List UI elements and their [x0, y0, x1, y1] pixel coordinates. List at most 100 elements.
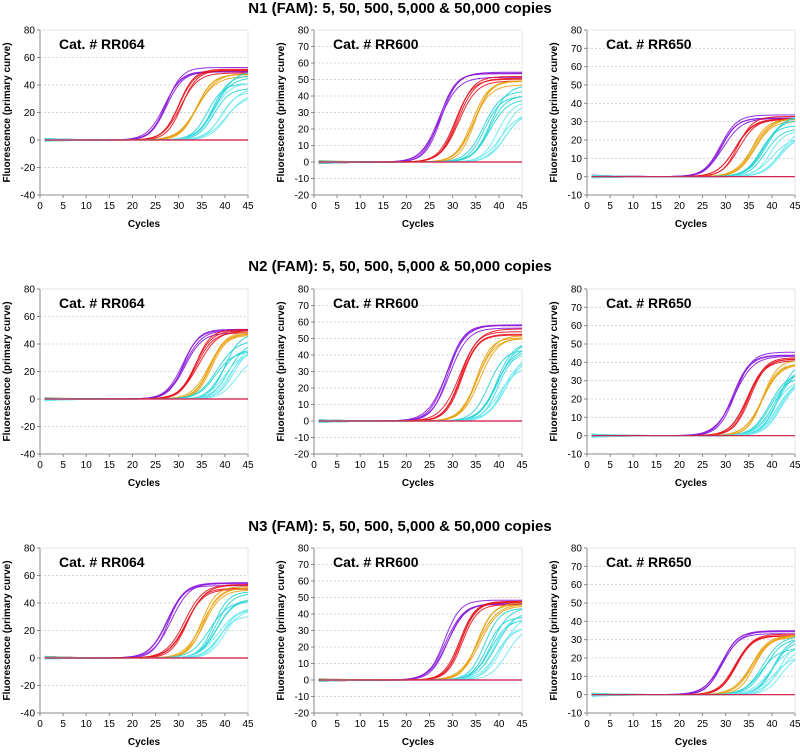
chart-2-0: -40 -20 0 20 40 60 80 0 5 10 15 20 25 30 35 40 45 Cycles F…: [2, 544, 254, 749]
series-50-copies: [44, 336, 249, 402]
y-tick-label: -10: [568, 191, 583, 202]
series-500-copies: [591, 118, 796, 178]
y-tick-label: 0: [303, 676, 309, 687]
y-tick-label: 10: [298, 141, 310, 152]
x-tick-label: 30: [720, 201, 732, 212]
x-tick-label: 15: [378, 201, 390, 212]
x-axis-label: Cycles: [675, 737, 708, 748]
amplification-curve: [44, 328, 248, 400]
x-tick-label: 40: [219, 201, 231, 212]
x-tick-label: 25: [697, 460, 709, 471]
y-tick-label: 40: [298, 92, 310, 103]
y-tick-label: 0: [29, 654, 35, 665]
chart-title: Cat. # RR600: [333, 554, 419, 570]
x-tick-label: 40: [493, 460, 505, 471]
series-500-copies: [318, 602, 523, 682]
y-tick-label: 50: [298, 334, 310, 345]
y-tick-label: 0: [576, 431, 582, 442]
amplification-curve: [591, 119, 795, 178]
x-tick-label: 20: [127, 719, 139, 730]
y-tick-label: 30: [298, 108, 310, 119]
y-tick-label: 40: [571, 617, 583, 628]
x-tick-label: 5: [60, 460, 66, 471]
x-tick-label: 45: [789, 460, 800, 471]
y-tick-label: 20: [24, 626, 36, 637]
amplification-curve: [44, 71, 248, 141]
x-tick-label: 35: [470, 460, 482, 471]
amplification-curve: [318, 324, 522, 422]
y-axis-label: Fluorescence (primary curve): [549, 560, 560, 700]
row-title-n2: N2 (FAM): 5, 50, 500, 5,000 & 50,000 cop…: [248, 258, 552, 275]
y-tick-label: 60: [571, 321, 583, 332]
row-title-n3: N3 (FAM): 5, 50, 500, 5,000 & 50,000 cop…: [248, 518, 552, 535]
x-tick-label: 40: [219, 460, 231, 471]
amplification-curve: [591, 649, 796, 697]
y-tick-label: 80: [298, 285, 310, 296]
x-axis-label: Cycles: [128, 478, 161, 489]
x-tick-label: 10: [355, 201, 367, 212]
y-tick-label: 70: [571, 303, 583, 314]
amplification-curve: [318, 71, 522, 164]
x-tick-label: 30: [720, 719, 732, 730]
x-tick-label: 0: [37, 719, 43, 730]
x-tick-label: 25: [424, 460, 436, 471]
y-tick-label: 50: [298, 593, 310, 604]
y-tick-label: 80: [571, 26, 583, 37]
x-tick-label: 20: [674, 201, 686, 212]
y-tick-label: 40: [571, 99, 583, 110]
y-tick-label: -10: [295, 174, 310, 185]
series-5000-copies: [318, 328, 522, 422]
x-tick-label: 25: [150, 719, 162, 730]
x-tick-label: 45: [516, 719, 528, 730]
amplification-curve: [591, 364, 796, 437]
x-tick-label: 10: [81, 201, 93, 212]
x-tick-label: 10: [355, 719, 367, 730]
x-tick-label: 40: [766, 201, 778, 212]
amplification-curve: [318, 604, 522, 682]
y-tick-label: 60: [24, 53, 36, 64]
amplification-curve: [318, 361, 523, 424]
y-tick-label: 40: [24, 599, 36, 610]
y-axis-label: Fluorescence (primary curve): [549, 301, 560, 441]
y-tick-label: -10: [568, 709, 583, 720]
y-tick-label: 30: [298, 367, 310, 378]
chart-0-1: -20 -10 0 10 20 30 40 50 60 70 80 0 5 10 15 20 25 30 35 40 4…: [276, 26, 528, 231]
amplification-curve: [44, 329, 249, 400]
y-tick-label: -10: [295, 692, 310, 703]
x-tick-label: 10: [81, 719, 93, 730]
y-tick-label: -40: [21, 709, 36, 720]
x-tick-label: 5: [60, 719, 66, 730]
y-tick-label: 70: [298, 42, 310, 53]
x-tick-label: 20: [127, 460, 139, 471]
y-tick-label: 60: [24, 312, 36, 323]
y-tick-label: 30: [571, 376, 583, 387]
row-title-n1: N1 (FAM): 5, 50, 500, 5,000 & 50,000 cop…: [248, 0, 552, 17]
y-tick-label: -20: [21, 422, 36, 433]
x-tick-label: 45: [789, 201, 800, 212]
y-axis-label: Fluorescence (primary curve): [2, 42, 13, 182]
x-tick-label: 35: [196, 719, 208, 730]
y-tick-label: 40: [571, 358, 583, 369]
amplification-curve: [318, 328, 522, 422]
amplification-curve: [591, 653, 796, 697]
y-tick-label: 80: [24, 285, 36, 296]
amplification-curve: [591, 118, 796, 178]
series-50000-copies: [318, 599, 522, 683]
x-tick-label: 25: [150, 201, 162, 212]
x-axis-label: Cycles: [128, 737, 161, 748]
x-tick-label: 40: [766, 460, 778, 471]
x-tick-label: 0: [311, 460, 317, 471]
x-tick-label: 45: [242, 460, 254, 471]
x-tick-label: 40: [493, 201, 505, 212]
x-tick-label: 5: [334, 719, 340, 730]
y-tick-label: 70: [298, 560, 310, 571]
amplification-curve: [44, 589, 249, 660]
series-5000-copies: [318, 600, 523, 682]
amplification-curve: [44, 601, 249, 659]
x-tick-label: 45: [242, 719, 254, 730]
amplification-curve: [318, 331, 522, 422]
series-5-copies: [591, 131, 796, 179]
amplification-curve: [318, 609, 523, 682]
